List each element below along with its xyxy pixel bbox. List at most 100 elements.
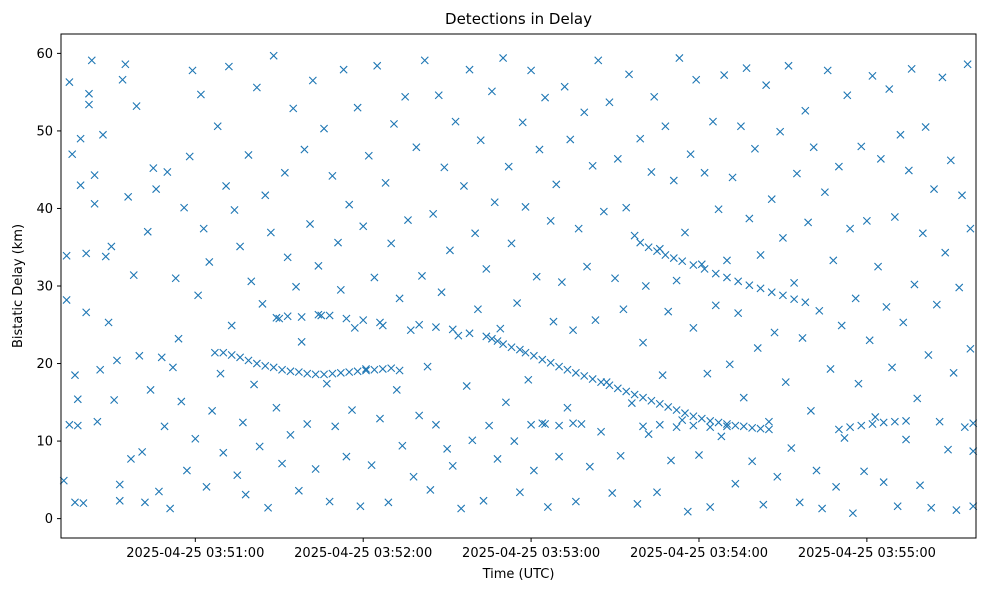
y-axis-ticks: 0 10 20 30 40 50 60 [36, 47, 61, 527]
data-point [101, 252, 110, 261]
data-point [580, 108, 589, 117]
data-point [121, 60, 130, 69]
x-tick-label: 2025-04-25 03:51:00 [126, 546, 264, 561]
data-point [473, 305, 482, 314]
data-point [376, 414, 384, 423]
data-point [294, 368, 303, 377]
data-point [664, 402, 673, 411]
data-point [65, 420, 74, 429]
data-point [328, 369, 337, 378]
data-point [720, 71, 729, 80]
data-point [115, 480, 124, 489]
data-point [479, 496, 488, 505]
data-point [661, 250, 670, 259]
data-point [739, 393, 748, 402]
data-point [655, 399, 664, 408]
data-point [722, 256, 731, 265]
data-point [541, 420, 550, 429]
data-point [910, 280, 919, 289]
data-point [219, 348, 228, 357]
data-point [711, 269, 720, 278]
data-point [728, 173, 737, 182]
data-point [499, 340, 508, 349]
data-point [423, 362, 432, 371]
data-point [510, 437, 519, 446]
data-point [871, 413, 880, 422]
data-point [683, 507, 692, 516]
data-point [681, 228, 689, 237]
data-point [353, 367, 362, 376]
data-point [762, 81, 771, 90]
data-point [487, 87, 496, 96]
data-point [857, 142, 866, 151]
data-point [462, 382, 471, 391]
data-point [538, 355, 547, 364]
data-point [678, 257, 687, 266]
data-point [566, 135, 575, 144]
data-point [272, 403, 281, 412]
data-point [647, 396, 656, 405]
data-point [722, 420, 731, 429]
data-point [806, 406, 815, 415]
data-point [345, 200, 354, 209]
y-tick-label: 30 [36, 280, 53, 295]
data-point [960, 423, 969, 432]
data-point [196, 90, 205, 99]
data-point [90, 199, 99, 208]
data-point [356, 502, 365, 511]
data-point [689, 323, 698, 332]
data-point [722, 273, 731, 282]
data-point [233, 471, 242, 480]
data-point [734, 309, 743, 318]
data-point [459, 181, 468, 190]
data-point [748, 423, 757, 432]
data-point [574, 224, 583, 233]
data-point [902, 416, 911, 425]
data-point [689, 412, 698, 421]
data-point [879, 478, 888, 487]
data-point [608, 489, 617, 498]
data-point [241, 490, 250, 499]
data-point [104, 318, 113, 327]
data-point [115, 496, 124, 505]
data-point [569, 326, 578, 335]
data-point [633, 499, 642, 508]
data-point [255, 442, 264, 451]
data-point [68, 150, 77, 159]
data-point [966, 224, 975, 233]
data-point [143, 227, 152, 236]
data-point [87, 56, 96, 65]
data-point [848, 509, 857, 518]
data-point [890, 417, 899, 426]
data-point [261, 361, 270, 370]
data-point [736, 122, 745, 131]
data-point [280, 168, 289, 177]
data-point [583, 262, 592, 271]
data-point [129, 271, 138, 280]
data-point [82, 308, 91, 317]
data-point [250, 380, 259, 389]
data-point [202, 482, 211, 491]
data-point [625, 70, 634, 79]
data-point [745, 281, 754, 290]
data-point [306, 219, 315, 228]
data-point [658, 371, 667, 380]
data-point [269, 51, 278, 60]
data-point [476, 136, 485, 145]
data-point [236, 353, 245, 362]
data-point [555, 362, 564, 371]
data-point [706, 416, 715, 425]
data-point [448, 461, 457, 470]
data-point [681, 409, 689, 418]
data-point [521, 202, 530, 211]
y-tick-label: 60 [36, 47, 53, 62]
data-point [376, 318, 384, 327]
data-point [292, 282, 301, 291]
data-point [851, 294, 860, 303]
data-point [135, 351, 144, 360]
data-point [675, 54, 684, 63]
data-point [820, 188, 829, 197]
x-tick-label: 2025-04-25 03:52:00 [294, 546, 432, 561]
data-point [308, 76, 317, 85]
